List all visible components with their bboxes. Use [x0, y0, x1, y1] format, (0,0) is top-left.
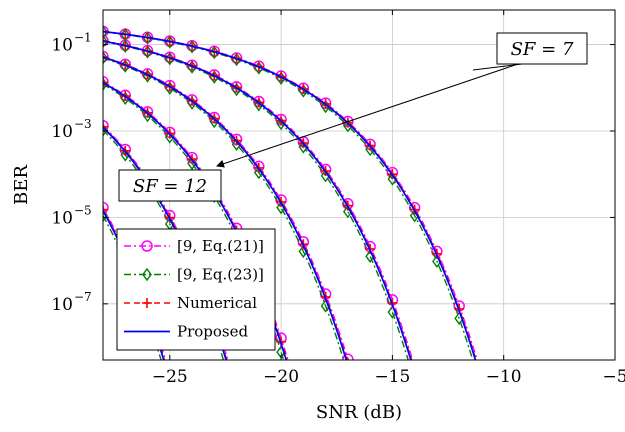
- y-tick-label: 10: [51, 122, 73, 142]
- series-point-1-sf11: [103, 123, 108, 137]
- legend: [9, Eq.(21)] [9, Eq.(23)] Numerical Propose…: [116, 228, 276, 351]
- y-axis-label: BER: [11, 165, 32, 205]
- series-point-2-sf11: [103, 121, 108, 132]
- series-point-1-sf10: [142, 108, 153, 123]
- annotation-sf12-box: [118, 169, 222, 202]
- legend-marker-0: [141, 240, 153, 252]
- y-tick-label: 10: [51, 295, 73, 315]
- series-point-1-sf7: [120, 27, 131, 42]
- annotation-sf7: SF = 7: [472, 32, 588, 71]
- y-tick-label: 10: [51, 36, 73, 56]
- annotation-arrow: [216, 63, 519, 168]
- x-ticks: −25 −20 −15 −10 −5: [152, 10, 625, 387]
- legend-label-0: [9, Eq.(21)]: [177, 237, 264, 255]
- series-point-1-sf8: [103, 34, 108, 49]
- series-point-1-sf7: [103, 25, 108, 39]
- series-point-1-sf10: [164, 130, 175, 144]
- series-point-1-sf8: [320, 169, 331, 183]
- series-line-3-sf8: [103, 40, 412, 360]
- legend-label-1: [9, Eq.(23)]: [177, 266, 264, 284]
- legend-label-2: Numerical: [177, 294, 257, 312]
- series-line-0-sf9: [103, 55, 349, 360]
- series-point-2-sf9: [103, 51, 108, 62]
- series-point-1-sf11: [120, 148, 131, 162]
- y-tick-exponent: −7: [74, 290, 92, 304]
- series-point-1-sf9: [253, 165, 264, 180]
- y-tick-label: 10: [51, 208, 73, 228]
- series-point-2-sf10: [103, 77, 108, 88]
- x-tick-label: −15: [374, 367, 410, 387]
- series-point-0-sf11: [103, 119, 109, 132]
- series-point-1-sf7: [387, 172, 398, 186]
- plot-frame: [102, 9, 616, 361]
- series-point-0-sf9: [342, 353, 354, 360]
- series-line-3-sf7: [103, 30, 477, 360]
- y-tick-exponent: −5: [74, 203, 92, 217]
- series-point-1-sf7: [343, 119, 353, 133]
- x-tick-label: −25: [152, 367, 188, 387]
- annotation-sf7-box: [496, 32, 588, 65]
- y-ticks: 10−110−310−510−7: [51, 31, 615, 315]
- y-tick-exponent: −3: [74, 117, 92, 131]
- series-point-2-sf12: [103, 204, 108, 215]
- series-point-0-sf12: [103, 201, 109, 214]
- legend-marker-1: [142, 267, 152, 282]
- annotation-sf12-label: SF = 12: [133, 176, 207, 197]
- x-tick-label: −10: [486, 367, 522, 387]
- series-point-1-sf9: [209, 114, 220, 129]
- y-tick-exponent: −1: [74, 31, 92, 45]
- series-point-1-sf7: [142, 31, 153, 45]
- series-line-3-sf9: [103, 56, 348, 360]
- legend-label-3: Proposed: [177, 323, 249, 341]
- series-line-1-sf9: [103, 57, 345, 360]
- x-tick-label: −20: [263, 367, 299, 387]
- legend-marker-2: [142, 298, 152, 308]
- x-axis-label: SNR (dB): [316, 402, 402, 423]
- series-point-1-sf8: [276, 116, 286, 131]
- annotation-sf12: SF = 12: [118, 63, 519, 202]
- series-point-1-sf9: [231, 137, 242, 152]
- series-point-2-sf9: [347, 357, 349, 360]
- x-tick-label: −5: [602, 367, 625, 387]
- annotation-sf7-label: SF = 7: [511, 39, 574, 60]
